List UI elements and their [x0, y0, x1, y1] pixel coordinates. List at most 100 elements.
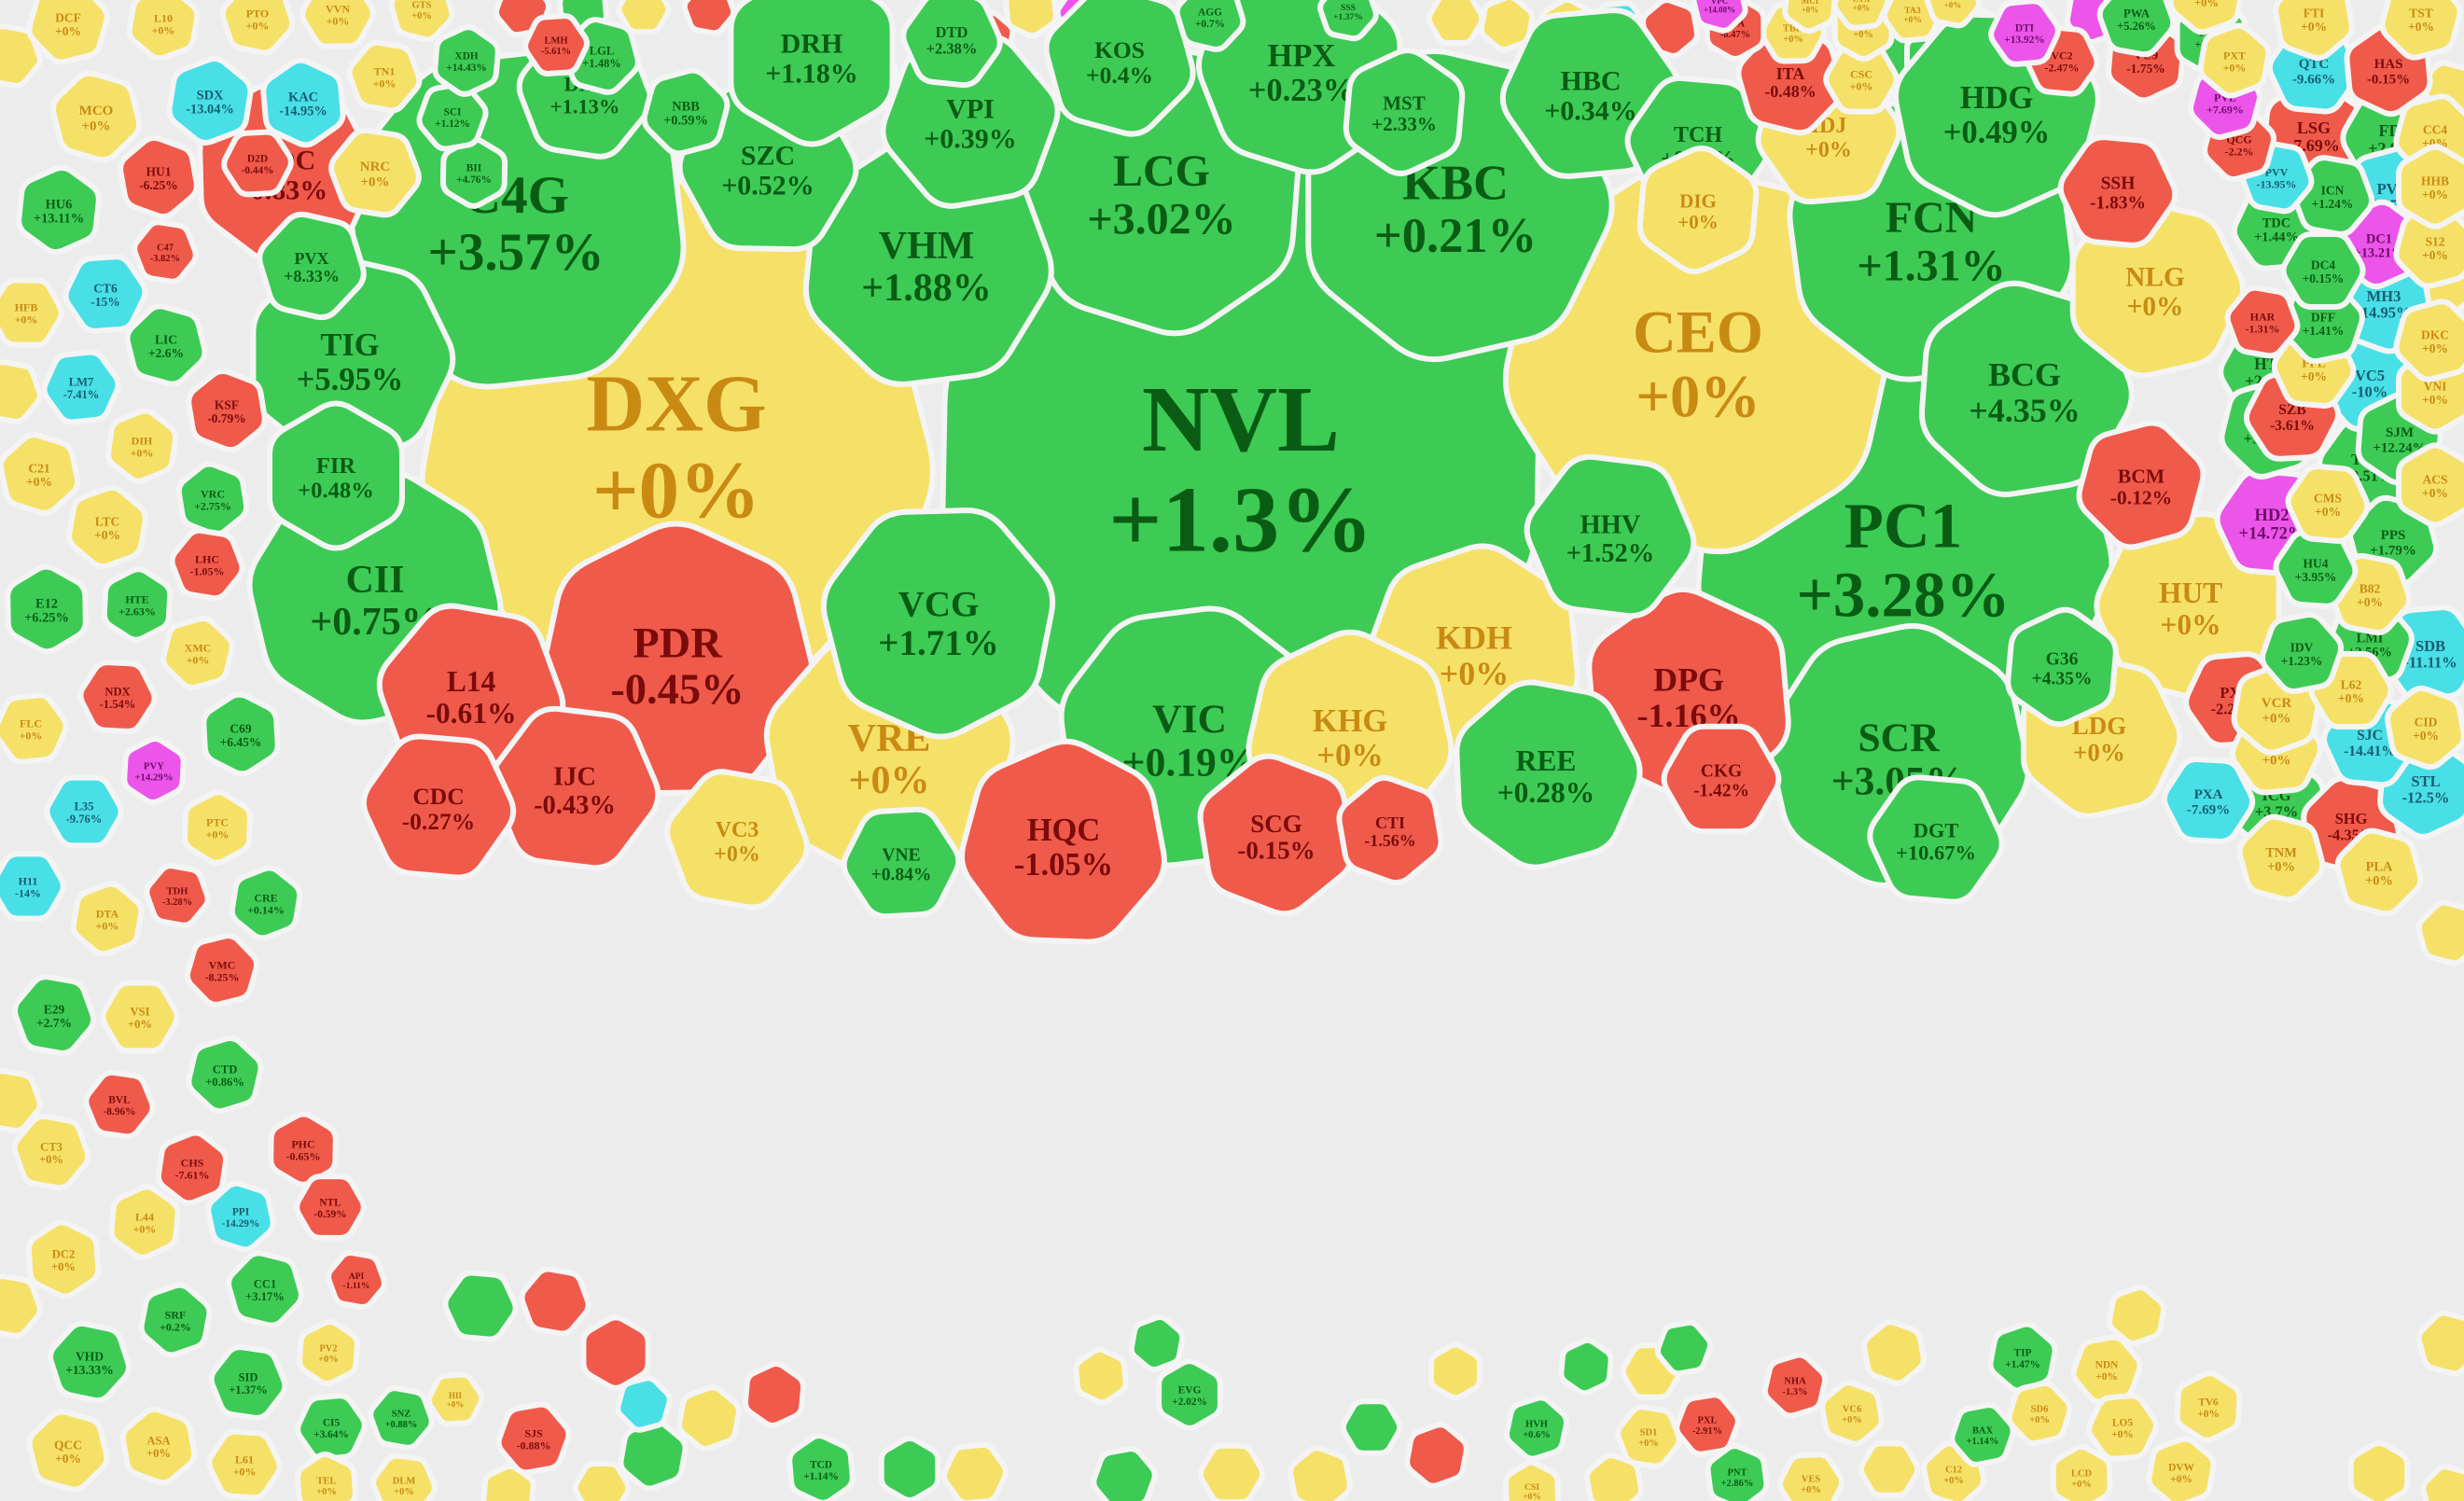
change-label-hdg: +0.49% [1943, 115, 2051, 150]
ticker-label-chs: CHS [181, 1157, 204, 1170]
change-label-ijc: -0.43% [534, 791, 616, 820]
change-label-pc1: +3.28% [1796, 560, 2010, 631]
change-label-idv: +1.23% [2281, 654, 2323, 668]
change-label-pvl: +7.69% [2206, 103, 2244, 116]
change-label-lo5: +0% [2111, 1429, 2134, 1440]
change-label-hub: +0% [2262, 753, 2290, 768]
ticker-label-ct3: CT3 [40, 1140, 63, 1153]
ticker-label-api: API [349, 1272, 365, 1282]
ticker-label-cti: CTI [1375, 813, 1405, 832]
change-label-hhb: +0% [2422, 188, 2448, 202]
ticker-label-ici: ICI [1946, 0, 1959, 1]
change-label-hut: +0% [2160, 608, 2220, 641]
ticker-label-phc: PHC [291, 1138, 314, 1151]
ticker-label-vmc: VMC [209, 959, 236, 972]
ticker-label-b82: B82 [2360, 581, 2381, 595]
ticker-label-dlm: DLM [393, 1477, 416, 1487]
bubble-tcd [787, 1433, 856, 1501]
bubble-dtd [900, 0, 1003, 89]
ticker-label-mci: MCI [1802, 0, 1819, 6]
bubble-pv2 [297, 1319, 360, 1386]
ticker-label-vvn: VVN [326, 3, 350, 16]
ticker-label-mh3: MH3 [2367, 287, 2401, 305]
change-label-e29: +2.7% [36, 1016, 72, 1030]
ticker-label-ctx: CTX [1852, 0, 1871, 4]
ticker-label-vcr: VCR [2262, 696, 2292, 711]
change-label-vcg: +1.71% [878, 623, 998, 663]
filler-cell-40 [1003, 0, 1059, 39]
change-label-cms: +0% [2315, 505, 2341, 519]
change-label-vvn: +0% [327, 14, 350, 27]
ticker-label-agg: AGG [1198, 7, 1222, 19]
bubble-pxt [2197, 22, 2272, 99]
bubble-xmc [160, 615, 235, 691]
ticker-label-vni: VNI [2424, 379, 2447, 393]
change-label-pvx: +8.33% [284, 267, 340, 285]
change-label-vc3: +0% [714, 842, 760, 867]
ticker-label-hut: HUT [2159, 577, 2222, 609]
bubble-dvw [2146, 1436, 2217, 1501]
ticker-label-kos: KOS [1094, 36, 1145, 63]
ticker-label-pwa: PWA [2123, 7, 2150, 20]
change-label-c21: +0% [26, 475, 52, 489]
ticker-label-dti: DTI [2015, 23, 2035, 35]
change-label-tdh: -3.28% [162, 897, 192, 908]
bubble-acs [2396, 442, 2464, 528]
change-label-pla: +0% [2365, 874, 2393, 889]
ticker-label-lic: LIC [155, 332, 177, 346]
filler-cell-8 [1091, 1446, 1158, 1501]
ticker-label-dta: DTA [96, 908, 119, 921]
bubble-chs [155, 1130, 230, 1206]
ticker-label-dff: DFF [2311, 310, 2335, 324]
ticker-label-lhc: LHC [195, 553, 219, 566]
change-label-chs: -7.61% [175, 1168, 210, 1181]
ticker-label-c12: C12 [1945, 1466, 1962, 1476]
ticker-label-dkc: DKC [2421, 327, 2449, 341]
bubble-vmc [184, 933, 260, 1008]
ticker-label-ndx: NDX [104, 685, 130, 698]
change-label-bii: +4.76% [456, 174, 492, 186]
ticker-label-pps: PPS [2381, 528, 2406, 543]
ticker-label-dpg: DPG [1653, 661, 1724, 699]
change-label-hpx: +0.23% [1248, 73, 1356, 108]
bubble-cid [2385, 685, 2464, 771]
ticker-label-ijc: IJC [553, 763, 596, 792]
ticker-label-sjs: SJS [524, 1427, 543, 1440]
filler-cell-12 [1404, 1422, 1469, 1489]
change-label-vrc: +2.75% [194, 499, 231, 512]
change-label-icn: +1.24% [2312, 197, 2354, 211]
bubble-bcm [2076, 420, 2206, 550]
ticker-label-evg: EVG [1178, 1385, 1202, 1397]
bubble-vc6 [1819, 1380, 1885, 1447]
change-label-l62: +0% [2338, 691, 2364, 705]
ticker-label-acs: ACS [2422, 472, 2447, 486]
bubble-hfb [0, 277, 64, 348]
change-label-stl: -12.5% [2402, 789, 2450, 807]
ticker-label-sdx: SDX [197, 88, 224, 103]
change-label-ntl: -0.59% [313, 1209, 346, 1220]
change-label-vc5: -10% [2352, 383, 2388, 401]
bubble-lo5 [2086, 1393, 2159, 1462]
bubble-sss [1317, 0, 1379, 42]
bubble-ptd [2167, 0, 2244, 35]
change-label-e12: +6.25% [24, 611, 69, 626]
change-label-pdr: -0.45% [610, 666, 744, 714]
ticker-label-vc6: VC6 [1843, 1405, 1861, 1415]
ticker-label-cii: CII [345, 559, 404, 602]
ticker-label-vcg: VCG [898, 584, 980, 624]
ticker-label-ctd: CTD [213, 1063, 238, 1076]
ticker-label-pvy: PVY [144, 761, 164, 772]
change-label-pva: -8.47% [1720, 30, 1750, 40]
change-label-fti: +0% [2301, 20, 2327, 34]
change-label-snz: +0.88% [385, 1420, 418, 1430]
ticker-label-dih: DIH [132, 435, 153, 448]
ticker-label-e12: E12 [35, 596, 58, 611]
bubble-dta [70, 881, 145, 957]
ticker-label-lcd: LCD [2071, 1469, 2093, 1480]
ticker-label-tv6: TV6 [2198, 1397, 2219, 1409]
bubble-mst [1343, 48, 1466, 176]
bubble-ndx [77, 660, 158, 734]
change-label-hu6: +13.11% [34, 212, 84, 227]
ticker-label-ptc: PTC [206, 816, 229, 829]
ticker-label-hu4: HU4 [2304, 556, 2329, 570]
